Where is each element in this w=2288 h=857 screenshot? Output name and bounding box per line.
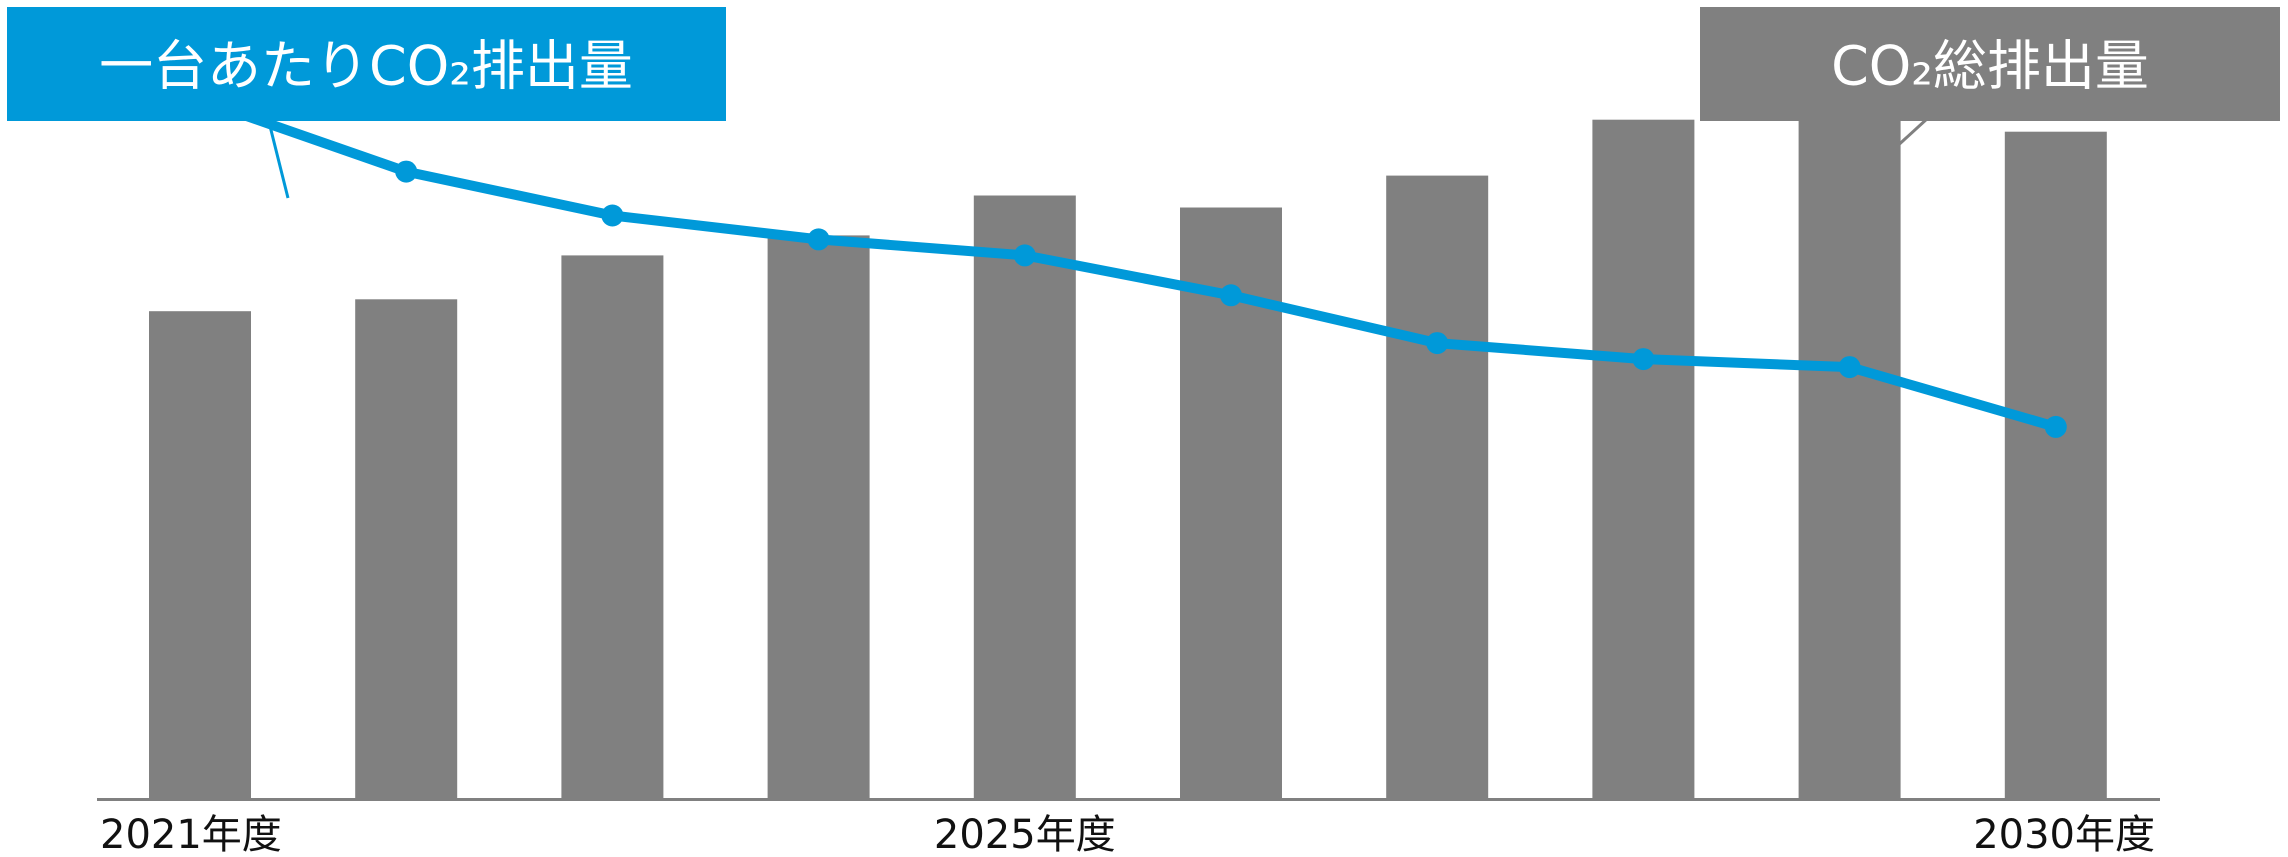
bar-4 [974,196,1076,799]
x-tick-label-9: 2030年度 [1973,812,2155,857]
line-point-2 [601,205,623,227]
line-point-9 [2045,416,2067,438]
bar-3 [768,235,870,798]
bar-9 [2005,132,2107,798]
line-series-legend-label: 一台あたりCO₂排出量 [99,35,633,98]
line-point-1 [395,161,417,183]
x-tick-label-4: 2025年度 [934,812,1116,857]
line-series-path [200,100,2056,427]
bars-group [149,100,2107,798]
line-point-6 [1426,332,1448,354]
bar-series-legend-label: CO₂総排出量 [1831,35,2149,98]
line-point-8 [1839,356,1861,378]
line-point-4 [1014,244,1036,266]
bar-1 [355,299,457,798]
bar-7 [1592,120,1694,798]
line-point-3 [808,228,830,250]
bar-0 [149,311,251,798]
bar-2 [561,255,663,798]
line-series-group [189,89,2067,438]
bar-6 [1386,176,1488,798]
x-tick-labels: 2021年度 2025年度 2030年度 [100,812,2155,857]
bar-8 [1799,100,1901,798]
line-point-7 [1632,348,1654,370]
line-point-5 [1220,284,1242,306]
x-tick-label-0: 2021年度 [100,812,282,857]
